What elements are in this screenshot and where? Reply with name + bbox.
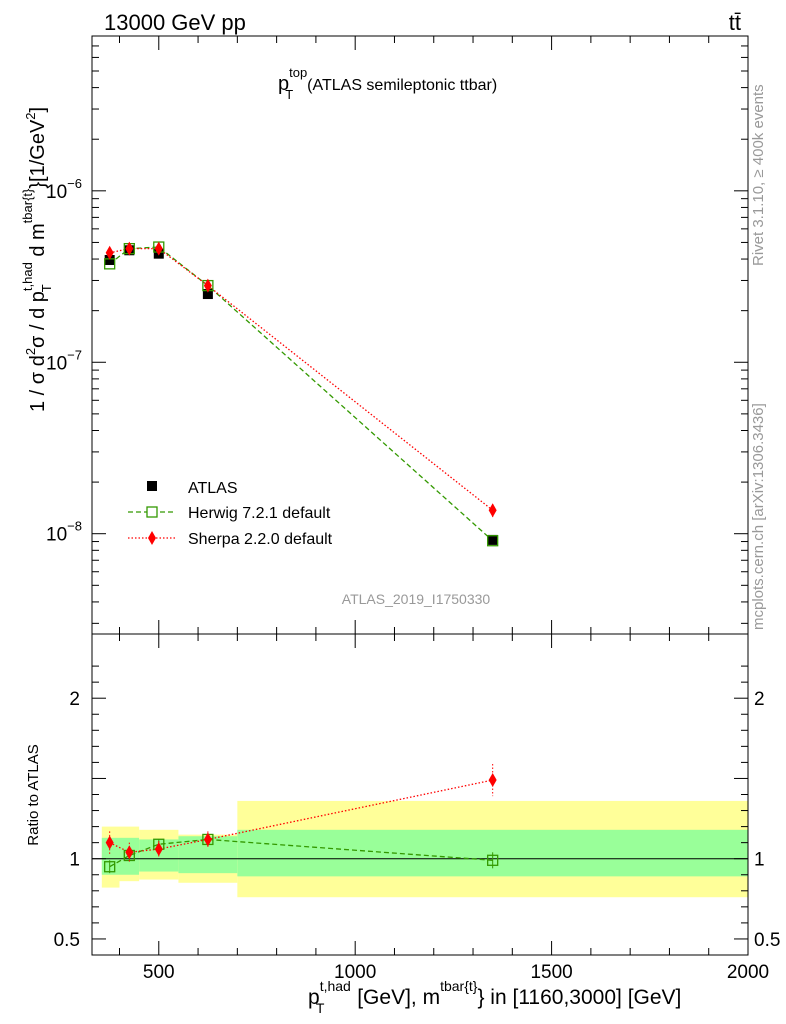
chart-title: ptop T (ATLAS semileptonic ttbar) (278, 65, 497, 102)
chart-title-sup: top (289, 65, 307, 80)
legend: ATLAS Herwig 7.2.1 default Sherpa 2.2.0 … (128, 480, 333, 548)
main-plot (104, 241, 499, 547)
mcplots-label: mcplots.cern.ch [arXiv:1306.3436] (750, 403, 767, 630)
x-label-p-sub: T (316, 1000, 325, 1016)
x-tick-label: 1000 (334, 962, 376, 983)
rivet-label: Rivet 3.1.10, ≥ 400k events (750, 84, 767, 266)
y-label-p-sup: t,had (20, 262, 35, 291)
legend-label-sherpa: Sherpa 2.2.0 default (188, 531, 333, 548)
sherpa-ratio-point (203, 832, 212, 847)
legend-marker-sherpa (148, 531, 156, 545)
sherpa-point (105, 245, 114, 260)
header-left-label: 13000 GeV pp (104, 10, 246, 35)
y-label-p-sub: T (39, 284, 54, 292)
chart-title-sub: T (285, 87, 293, 102)
herwig-ratio-point (487, 854, 499, 866)
x-label-p: p (308, 986, 320, 1009)
ratio-y-tick-label-right: 2 (754, 689, 765, 710)
x-tick-label: 500 (143, 962, 175, 983)
analysis-id: ATLAS_2019_I1750330 (342, 591, 491, 607)
atlas-point (104, 254, 115, 265)
chart-title-text: (ATLAS semileptonic ttbar) (307, 77, 497, 94)
y-label-a: 1 / σ d (27, 355, 49, 412)
herwig-line (109, 246, 494, 542)
legend-marker-atlas (147, 481, 157, 491)
sherpa-ratio-point (125, 845, 134, 860)
ratio-y-tick-label: 2 (69, 689, 80, 710)
sherpa-ratio-point (105, 835, 114, 850)
legend-label-herwig: Herwig 7.2.1 default (188, 505, 331, 522)
y-label-m-sup: tbar{t} (20, 188, 35, 223)
x-tick-label: 1500 (530, 962, 572, 983)
x-label-m-sup: tbar{t} (440, 978, 478, 994)
y-label-sup2b: 2 (23, 112, 38, 119)
x-label-tail: } in [1160,3000] [GeV] (477, 986, 681, 1009)
y-tick-label: 10−8 (46, 519, 82, 546)
atlas-point (202, 289, 213, 300)
ratio-y-tick-label-right: 0.5 (754, 930, 780, 951)
y-tick-label: 10−6 (46, 176, 82, 203)
sherpa-point (488, 503, 497, 518)
x-label-p-sup: t,had (320, 978, 351, 994)
ratio-y-tick-label: 0.5 (54, 930, 80, 951)
y-label-b: σ / d p (27, 291, 49, 348)
sherpa-ratio-line (109, 779, 493, 853)
sherpa-point (203, 278, 212, 293)
ratio-y-tick-label-right: 1 (754, 850, 765, 871)
ratio-plot (92, 764, 749, 898)
ratio-y-tick-label: 1 (69, 850, 80, 871)
sherpa-ratio-point (154, 842, 163, 857)
sherpa-line (109, 247, 494, 511)
y-tick-label: 10−7 (46, 347, 82, 374)
chart-title-symbol: p (278, 73, 289, 95)
atlas-point (487, 534, 498, 545)
herwig-ratio-point (104, 861, 116, 873)
x-tick-label: 2000 (727, 962, 769, 983)
x-label-mid: [GeV], m (351, 986, 440, 1009)
ratio-y-axis-label: Ratio to ATLAS (25, 744, 42, 845)
herwig-point (487, 535, 499, 547)
x-axis-label: pt,had T [GeV], mtbar{t}} in [1160,3000] … (308, 978, 681, 1016)
sherpa-ratio-point (488, 773, 497, 788)
sherpa-point (125, 241, 134, 256)
y-label-d: }[1/GeV (27, 119, 49, 189)
y-label-c: d m (27, 223, 49, 262)
legend-marker-herwig (146, 506, 158, 518)
legend-label-atlas: ATLAS (188, 480, 238, 497)
y-label-e: ] (27, 107, 49, 113)
header-right-label: tt̄ (729, 10, 741, 35)
y-axis-label: 1 / σ d2σ / d pt,had T d mtbar{t}}[1/GeV2… (20, 107, 54, 412)
sherpa-point (154, 241, 163, 256)
y-label-sup2: 2 (23, 348, 38, 355)
ratio-plot-frame (91, 633, 749, 956)
axes: 500 1000 1500 2000 10−6 10−7 10−8 2 2 1 1 0.5 0.5 (46, 35, 780, 983)
